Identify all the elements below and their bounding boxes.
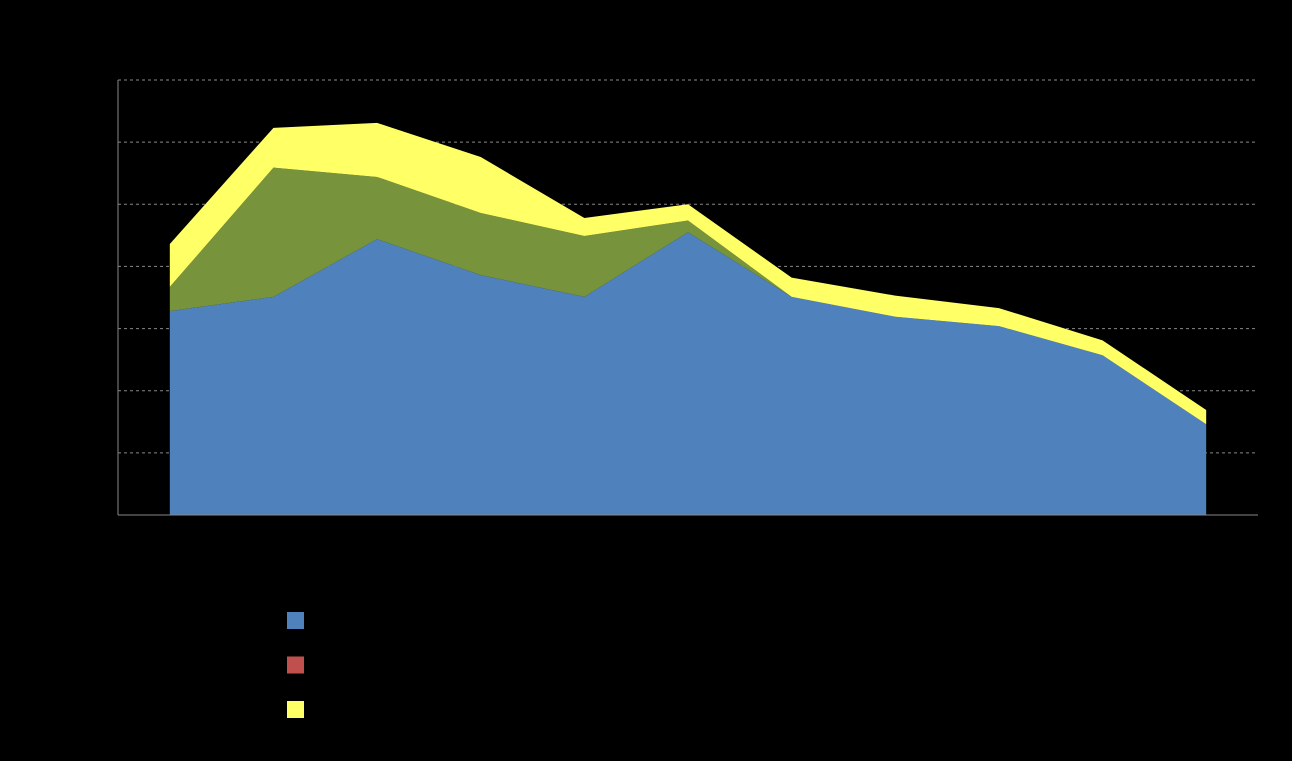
legend-swatch [287, 701, 304, 718]
area [169, 232, 1207, 515]
legend-swatch [287, 612, 304, 629]
legend-swatch [287, 656, 304, 674]
area [169, 167, 1207, 425]
area [169, 122, 1207, 425]
